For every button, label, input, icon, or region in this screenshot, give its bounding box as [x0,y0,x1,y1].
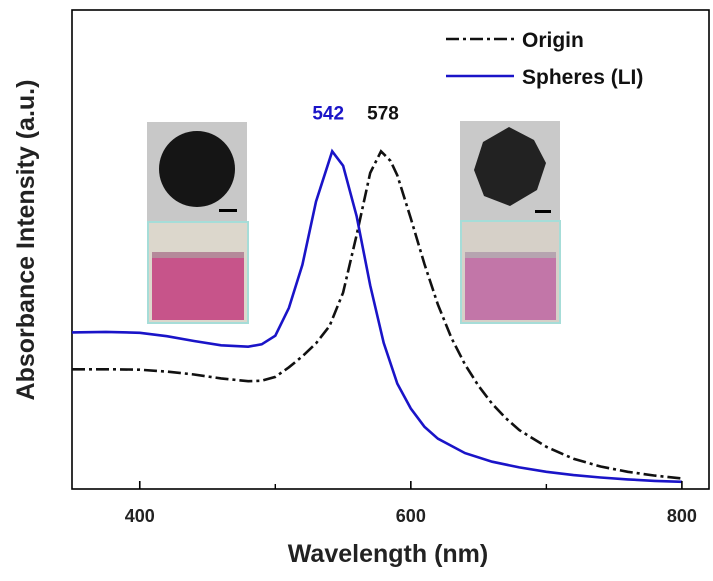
y-axis-title: Absorbance Intensity (a.u.) [12,80,40,401]
peak-label-542: 542 [312,103,344,124]
legend: Origin Spheres (LI) [446,29,643,89]
x-tick-label-400: 400 [125,506,155,526]
x-axis-title: Wavelength (nm) [288,540,488,568]
scale-bar-left [219,209,237,212]
vial-meniscus-left [152,252,244,258]
inset-right [460,121,561,324]
polyhedron-particle [474,127,546,206]
peak-label-578: 578 [367,103,399,124]
series-spheres-line [71,148,682,484]
vial-meniscus-right [465,252,556,258]
series-origin-line [72,149,683,480]
sphere-particle [159,131,235,207]
x-tick-label-600: 600 [396,506,426,526]
x-axis-ticks: 400 600 800 [125,481,697,526]
vial-solution-left [152,256,244,320]
x-tick-label-800: 800 [667,506,697,526]
legend-label-origin: Origin [522,29,584,52]
inset-left [147,122,249,324]
vial-solution-right [465,257,556,320]
scale-bar-right [535,210,551,213]
legend-label-spheres: Spheres (LI) [522,66,643,89]
plot-frame [71,9,710,490]
